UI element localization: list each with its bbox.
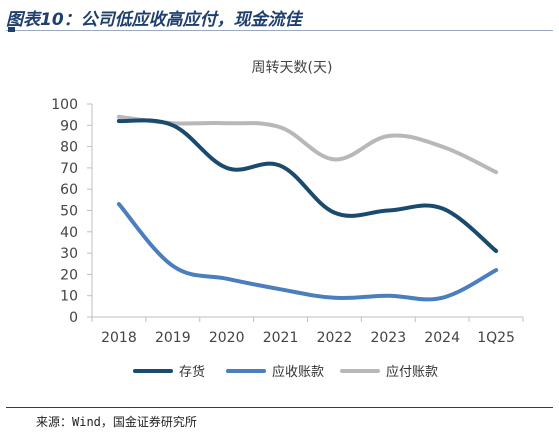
- chart-title: 周转天数(天): [252, 60, 333, 76]
- series-line-2: [116, 114, 499, 175]
- series-lines: [116, 114, 499, 302]
- x-tick-label: 2021: [263, 330, 299, 346]
- legend-label-1: 应收账款: [272, 364, 324, 380]
- x-tick-label: 2023: [370, 330, 406, 346]
- y-tick-label: 60: [60, 182, 78, 198]
- x-tick-label: 2020: [209, 330, 245, 346]
- y-tick-label: 100: [51, 97, 78, 113]
- y-tick-label: 80: [60, 140, 78, 156]
- y-tick-label: 90: [60, 118, 78, 134]
- x-tick-label: 1Q25: [477, 330, 515, 346]
- y-tick-label: 70: [60, 161, 78, 177]
- x-tick-label: 2022: [317, 330, 353, 346]
- x-tick-label: 2018: [101, 330, 137, 346]
- y-axis: 0 10 20 30 40 50 60 70 80 90 100: [51, 97, 93, 326]
- y-tick-label: 50: [60, 204, 78, 220]
- footer-divider: [6, 407, 553, 408]
- x-axis: 2018 2019 2020 2021 2022 2023 2024 1Q25: [91, 316, 524, 346]
- legend-label-0: 存货: [179, 364, 205, 380]
- y-tick-label: 30: [60, 246, 78, 262]
- figure-title: 图表10：公司低应收高应付，现金流佳: [6, 10, 302, 30]
- figure-header: 图表10：公司低应收高应付，现金流佳: [0, 0, 559, 36]
- series-line-1: [116, 202, 499, 302]
- y-tick-label: 10: [60, 289, 78, 305]
- legend: 存货 应收账款 应付账款: [133, 364, 438, 380]
- header-divider: [6, 30, 553, 31]
- y-tick-label: 40: [60, 225, 78, 241]
- series-line-0: [116, 118, 499, 253]
- header-accent-mark: [8, 27, 15, 32]
- y-tick-label: 0: [69, 310, 78, 326]
- x-tick-label: 2024: [424, 330, 460, 346]
- legend-label-2: 应付账款: [386, 364, 438, 380]
- y-tick-label: 20: [60, 267, 78, 283]
- x-tick-label: 2019: [155, 330, 191, 346]
- source-note: 来源：Wind，国金证券研究所: [36, 415, 197, 429]
